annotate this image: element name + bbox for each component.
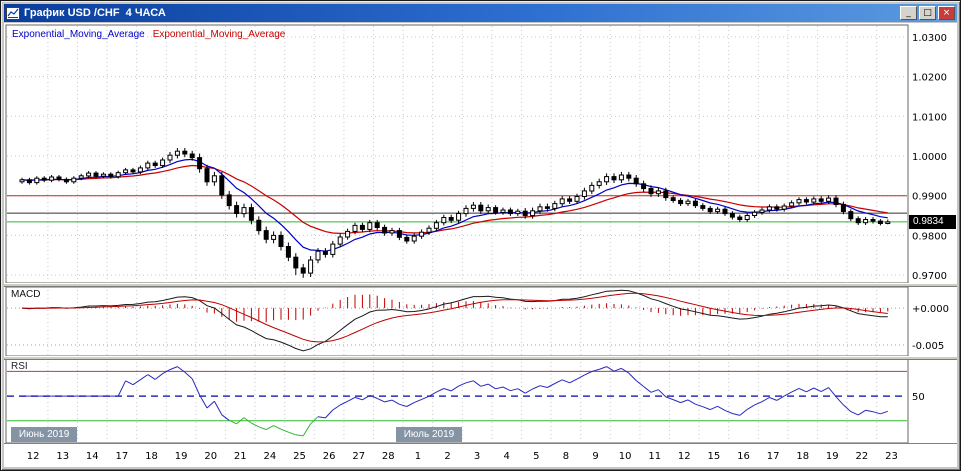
candles — [19, 148, 891, 278]
svg-text:10: 10 — [619, 451, 632, 462]
chart-client-area[interactable]: 1.0300 1.0200 1.0100 1.0000 0.9900 0.9800 0.97… — [4, 23, 957, 467]
svg-text:12: 12 — [678, 451, 691, 462]
window-title: График USD /CHF 4 ЧАСА — [24, 7, 166, 19]
price-axis-labels: 1.0300 1.0200 1.0100 1.0000 0.9900 0.9800 0.97… — [7, 33, 947, 282]
svg-text:+0.000: +0.000 — [912, 304, 949, 315]
svg-text:20: 20 — [204, 451, 217, 462]
svg-text:16: 16 — [737, 451, 750, 462]
svg-text:-0.005: -0.005 — [912, 341, 944, 352]
svg-text:17: 17 — [116, 451, 129, 462]
svg-text:26: 26 — [323, 451, 336, 462]
rsi-panel-label: RSI — [11, 361, 28, 372]
ema-slow-line — [21, 164, 888, 235]
svg-text:0.9800: 0.9800 — [912, 231, 947, 242]
svg-text:1: 1 — [415, 451, 421, 462]
svg-text:8: 8 — [563, 451, 569, 462]
svg-text:1.0100: 1.0100 — [912, 112, 947, 123]
svg-text:1.0200: 1.0200 — [912, 73, 947, 84]
svg-text:15: 15 — [708, 451, 721, 462]
legend-ema-slow: Exponential_Moving_Average — [152, 29, 286, 40]
macd-panel-label: MACD — [11, 289, 41, 300]
month-tag-june: Июнь 2019 — [10, 427, 78, 442]
macd-line — [21, 289, 888, 352]
svg-text:1.0300: 1.0300 — [912, 33, 947, 44]
svg-text:9: 9 — [592, 451, 598, 462]
svg-text:18: 18 — [796, 451, 809, 462]
panel-splitter-rsi[interactable] — [4, 356, 957, 360]
svg-text:21: 21 — [234, 451, 247, 462]
indicator-legend: Exponential_Moving_Average Exponential_Mo… — [12, 29, 293, 40]
maximize-button[interactable]: □ — [919, 6, 936, 20]
rsi-line — [22, 366, 888, 437]
svg-text:23: 23 — [885, 451, 898, 462]
price-tag: 0.9834 — [909, 214, 956, 229]
svg-text:0.9900: 0.9900 — [912, 192, 947, 203]
ema-fast-line — [21, 158, 888, 252]
svg-text:17: 17 — [767, 451, 780, 462]
svg-text:19: 19 — [175, 451, 188, 462]
time-axis-labels: 12 13 14 17 18 19 20 21 24 25 26 27 28 1 2 3 4 5 8 9 10 11 12 1… — [4, 443, 957, 462]
main-chart-area[interactable] — [5, 24, 909, 284]
svg-text:27: 27 — [352, 451, 365, 462]
svg-text:1.0000: 1.0000 — [912, 152, 947, 163]
svg-text:3: 3 — [474, 451, 480, 462]
svg-text:4: 4 — [504, 451, 510, 462]
close-button[interactable]: × — [938, 6, 955, 20]
macd-signal-line — [21, 292, 888, 343]
svg-text:18: 18 — [145, 451, 158, 462]
svg-text:19: 19 — [826, 451, 839, 462]
svg-text:24: 24 — [264, 451, 277, 462]
svg-text:2: 2 — [444, 451, 450, 462]
svg-text:13: 13 — [56, 451, 69, 462]
legend-ema-fast: Exponential_Moving_Average — [12, 29, 145, 40]
panel-splitter-macd[interactable] — [4, 283, 957, 287]
svg-text:22: 22 — [856, 451, 869, 462]
minimize-button[interactable]: _ — [900, 6, 917, 20]
svg-text:12: 12 — [27, 451, 40, 462]
svg-text:25: 25 — [293, 451, 306, 462]
title-bar[interactable]: График USD /CHF 4 ЧАСА _ □ × — [4, 4, 957, 22]
chart-canvas[interactable]: 1.0300 1.0200 1.0100 1.0000 0.9900 0.9800 0.97… — [4, 23, 957, 467]
macd-panel-area[interactable] — [5, 286, 909, 357]
macd-axis-labels: +0.000 -0.005 — [7, 304, 949, 352]
svg-text:11: 11 — [648, 451, 661, 462]
chart-icon[interactable] — [6, 6, 20, 20]
svg-text:28: 28 — [382, 451, 395, 462]
rsi-levels: 50 — [7, 370, 925, 422]
svg-text:50: 50 — [912, 392, 925, 403]
svg-text:14: 14 — [86, 451, 99, 462]
svg-text:0.9700: 0.9700 — [912, 271, 947, 282]
svg-text:5: 5 — [533, 451, 539, 462]
month-tag-july: Июль 2019 — [395, 427, 463, 442]
